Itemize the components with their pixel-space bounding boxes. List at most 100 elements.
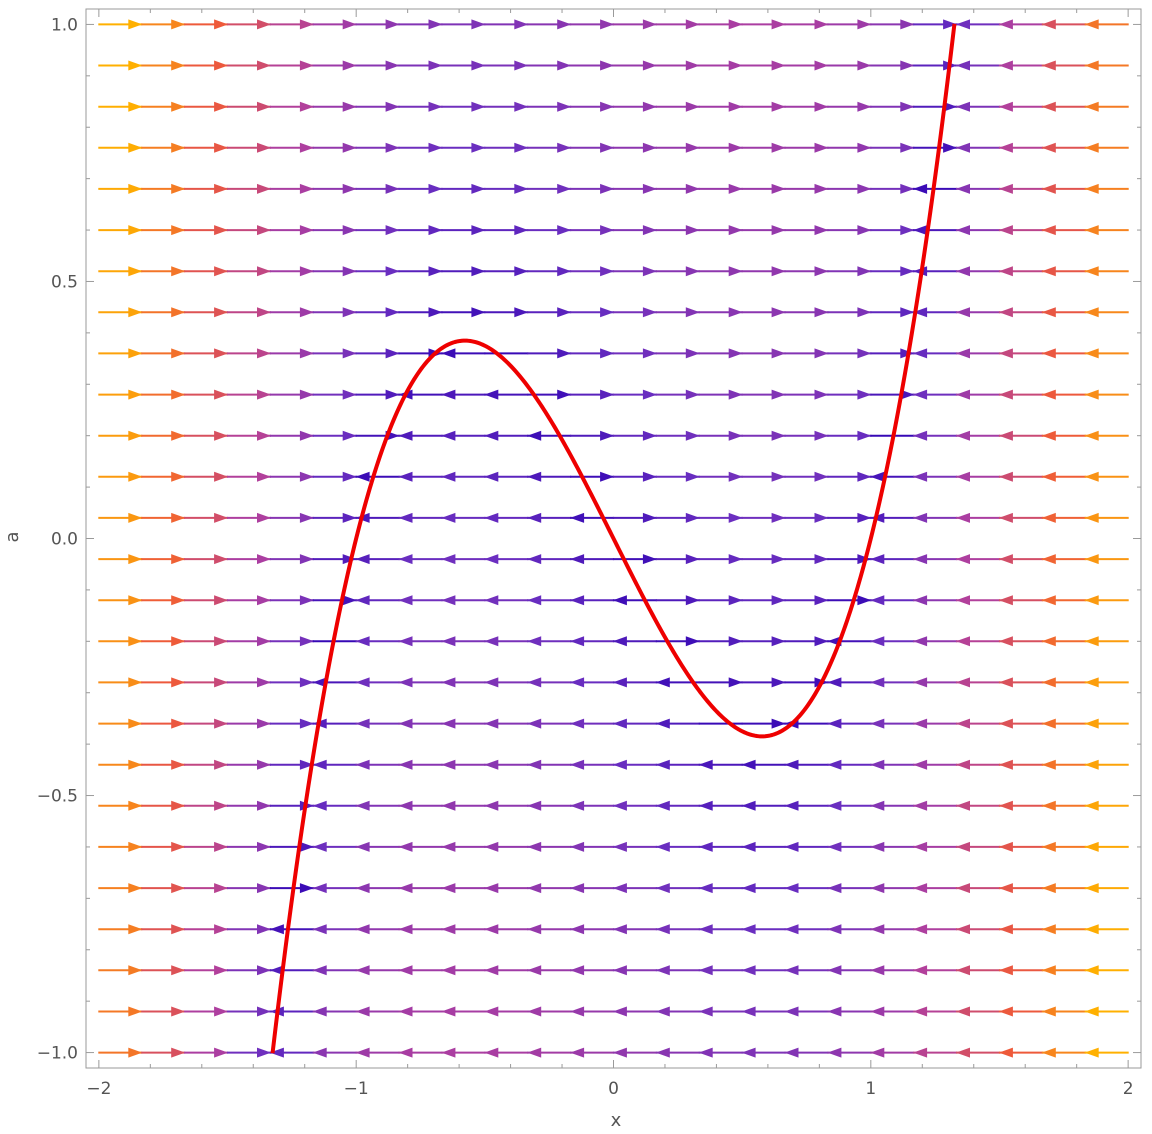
field-arrow [98, 348, 143, 359]
field-arrow [698, 512, 743, 523]
field-arrow [913, 677, 958, 688]
field-arrow [1041, 430, 1086, 441]
field-arrow [398, 718, 443, 729]
field-arrow [570, 1047, 615, 1058]
field-arrow [441, 1047, 486, 1058]
field-arrow [269, 924, 314, 935]
field-arrow [1041, 883, 1086, 894]
field-arrow [98, 677, 143, 688]
field-arrow [355, 677, 400, 688]
field-arrow [441, 142, 486, 153]
field-arrow [141, 924, 186, 935]
field-arrow [269, 841, 314, 852]
field-arrow [1084, 225, 1129, 236]
field-arrow [1041, 924, 1086, 935]
field-arrow [827, 595, 872, 606]
field-arrow [98, 841, 143, 852]
field-arrow [956, 471, 1000, 482]
field-arrow [827, 841, 872, 852]
field-arrow [441, 471, 486, 482]
field-arrow [655, 965, 700, 976]
field-arrow [784, 471, 829, 482]
field-arrow [741, 883, 786, 894]
field-arrow [827, 430, 872, 441]
field-arrow [741, 841, 786, 852]
field-arrow [484, 60, 529, 71]
field-arrow [398, 1047, 443, 1058]
field-arrow [1041, 800, 1086, 811]
field-arrow [570, 759, 615, 770]
field-arrow [956, 389, 1000, 400]
field-arrow [312, 759, 357, 770]
field-arrow [570, 636, 615, 647]
field-arrow [698, 595, 743, 606]
field-arrow [527, 759, 572, 770]
field-arrow [784, 389, 829, 400]
field-arrow [827, 19, 872, 30]
field-arrow [612, 142, 657, 153]
field-arrow [269, 225, 314, 236]
field-arrow [570, 512, 615, 523]
field-arrow [484, 677, 529, 688]
field-arrow [913, 841, 958, 852]
field-arrow [655, 759, 700, 770]
field-arrow [827, 348, 872, 359]
field-arrow [312, 471, 357, 482]
field-arrow [870, 471, 915, 482]
field-arrow [1084, 965, 1129, 976]
field-arrow [398, 266, 443, 277]
field-arrow [741, 183, 786, 194]
field-arrow [141, 471, 186, 482]
field-arrow [227, 183, 271, 194]
field-arrow [655, 636, 700, 647]
field-arrow [269, 101, 314, 112]
field-arrow [698, 389, 743, 400]
field-arrow [441, 636, 486, 647]
field-arrow [612, 841, 657, 852]
field-arrow [612, 266, 657, 277]
field-arrow [784, 800, 829, 811]
field-arrow [1084, 307, 1129, 318]
field-arrow [484, 142, 529, 153]
field-arrow [355, 800, 400, 811]
field-arrow [141, 225, 186, 236]
field-arrow [184, 142, 229, 153]
field-arrow [312, 183, 357, 194]
field-arrow [184, 60, 229, 71]
field-arrow [655, 883, 700, 894]
field-arrow [98, 183, 143, 194]
field-arrow [269, 718, 314, 729]
field-arrow [827, 225, 872, 236]
field-arrow [312, 924, 357, 935]
field-arrow [355, 841, 400, 852]
field-arrow [355, 183, 400, 194]
field-arrow [312, 800, 357, 811]
field-arrow [998, 142, 1043, 153]
field-arrow [741, 965, 786, 976]
field-arrow [741, 348, 786, 359]
field-arrow [269, 60, 314, 71]
field-arrow [870, 595, 915, 606]
field-arrow [698, 430, 743, 441]
field-arrow [956, 307, 1000, 318]
field-arrow [355, 266, 400, 277]
field-arrow [141, 595, 186, 606]
x-tick-label: −1 [344, 1079, 369, 1099]
field-arrow [741, 1047, 786, 1058]
field-arrow [269, 512, 314, 523]
field-arrow [827, 183, 872, 194]
x-tick-label: 1 [865, 1079, 876, 1099]
field-arrow [956, 554, 1000, 565]
field-arrow [98, 266, 143, 277]
field-arrow [784, 883, 829, 894]
field-arrow [1084, 800, 1129, 811]
field-arrow [98, 142, 143, 153]
field-arrow [269, 430, 314, 441]
field-arrow [484, 636, 529, 647]
field-arrow [269, 307, 314, 318]
field-arrow [741, 307, 786, 318]
field-arrow [612, 183, 657, 194]
field-arrow [870, 183, 915, 194]
field-arrow [312, 389, 357, 400]
field-arrow [184, 595, 229, 606]
